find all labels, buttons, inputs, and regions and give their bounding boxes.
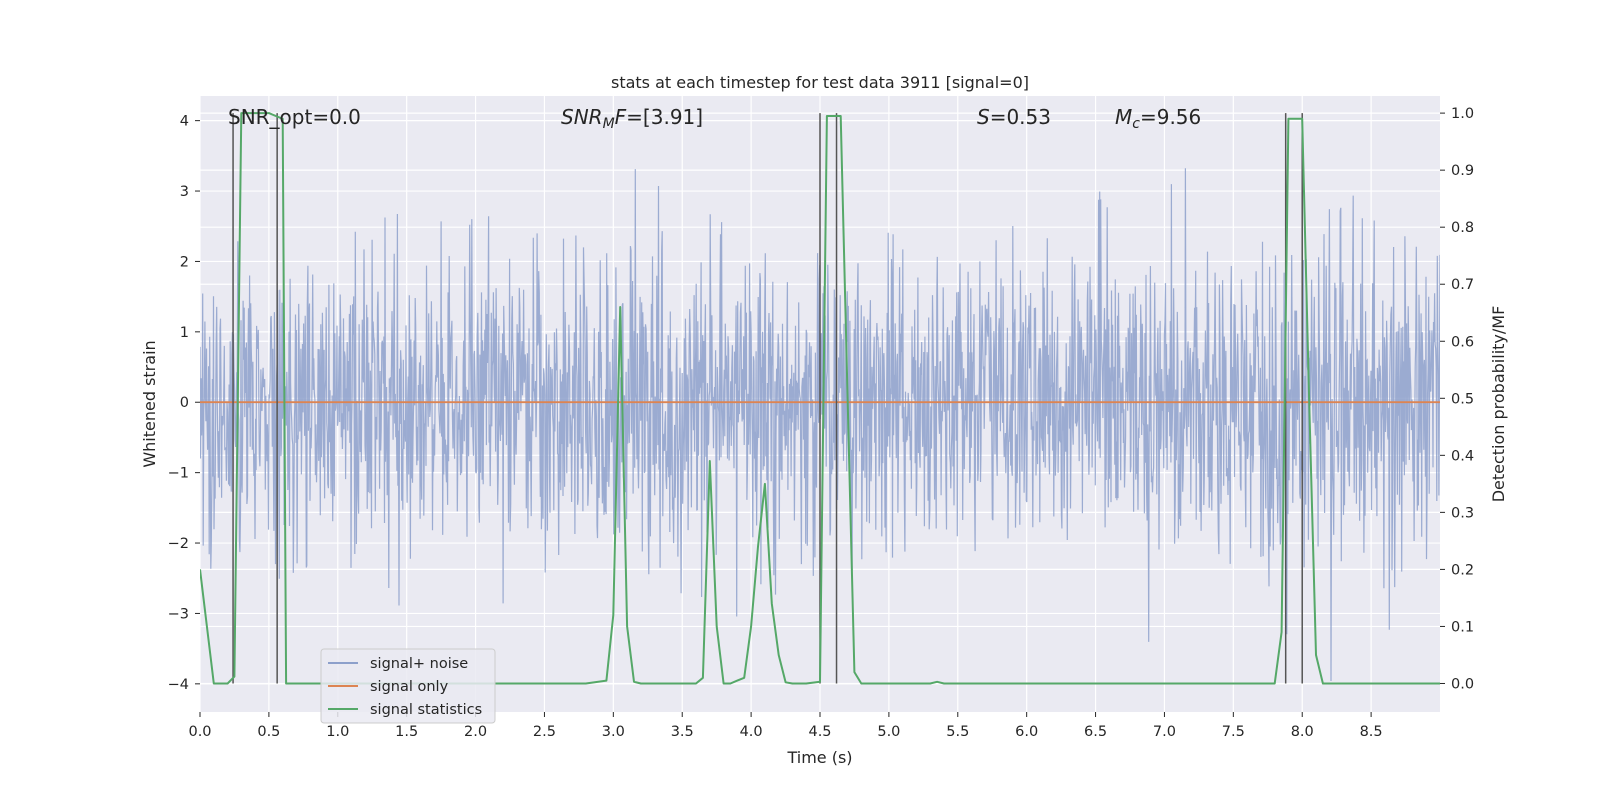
s-value: =0.53	[990, 105, 1051, 129]
x-tick-label: 4.0	[740, 724, 763, 740]
y-right-tick-label: 0.3	[1451, 505, 1474, 521]
x-tick-label: 6.0	[1015, 724, 1038, 740]
ticks: 0.0 0.5 1.0 1.5 2.0 2.5 3.0 3.5 4.0 4.5 5.0 5.5 6.0 6…	[168, 106, 1474, 740]
annotation-snr-mf: SNRMF=[3.91]	[561, 105, 703, 132]
legend: signal+ noise signal only signal statist…	[320, 648, 496, 724]
x-tick-label: 6.5	[1084, 724, 1107, 740]
x-tick-label: 2.5	[533, 724, 556, 740]
y-tick-label: −4	[168, 677, 189, 693]
legend-box	[320, 648, 496, 724]
legend-label-signal-statistics: signal statistics	[370, 702, 482, 718]
x-tick-label: 8.5	[1360, 724, 1383, 740]
x-tick-label: 1.0	[326, 724, 349, 740]
y-right-tick-label: 0.0	[1451, 676, 1474, 692]
x-tick-label: 2.0	[464, 724, 487, 740]
annotation-snr-opt: SNR_opt=0.0	[228, 105, 361, 129]
y-tick-label: −1	[168, 466, 189, 482]
y-tick-label: 2	[180, 254, 189, 270]
y-right-tick-label: 1.0	[1451, 106, 1474, 122]
x-tick-label: 7.5	[1222, 724, 1245, 740]
snr-mf-sub: M	[603, 116, 615, 132]
y-tick-label: 0	[180, 395, 189, 411]
y-right-tick-label: 0.6	[1451, 334, 1474, 350]
x-tick-label: 0.0	[188, 724, 211, 740]
chart-title: stats at each timestep for test data 391…	[611, 73, 1029, 92]
snr-mf-main: SNR	[561, 105, 603, 129]
y-tick-label: −2	[168, 536, 189, 552]
y-tick-label: −3	[168, 606, 189, 622]
x-tick-label: 0.5	[257, 724, 280, 740]
legend-label-signal-noise: signal+ noise	[370, 656, 468, 672]
x-tick-label: 3.0	[602, 724, 625, 740]
y-right-tick-label: 0.5	[1451, 391, 1474, 407]
x-tick-label: 7.0	[1153, 724, 1176, 740]
annotation-s: S=0.53	[977, 105, 1051, 129]
y-tick-label: 1	[180, 325, 189, 341]
y-right-tick-label: 0.7	[1451, 277, 1474, 293]
x-tick-label: 5.0	[877, 724, 900, 740]
x-tick-label: 1.5	[395, 724, 418, 740]
y-right-tick-label: 0.4	[1451, 448, 1474, 464]
series-signal-statistics	[200, 112, 1440, 685]
y-axis-label-right: Detection probability/MF	[1489, 306, 1508, 503]
signal-statistics-line	[200, 112, 1440, 685]
snr-mf-f: F	[615, 105, 627, 129]
y-axis-label: Whitened strain	[140, 340, 159, 467]
snr-mf-value: =[3.91]	[626, 105, 703, 129]
y-right-tick-label: 0.1	[1451, 619, 1474, 635]
x-tick-label: 3.5	[671, 724, 694, 740]
y-right-tick-label: 0.2	[1451, 562, 1474, 578]
y-tick-label: 3	[180, 184, 189, 200]
x-axis-label: Time (s)	[786, 748, 852, 767]
legend-label-signal-only: signal only	[370, 679, 449, 695]
annotation-mc: Mc=9.56	[1115, 105, 1201, 132]
y-right-tick-label: 0.8	[1451, 220, 1474, 236]
s-label: S	[977, 105, 990, 129]
y-tick-label: 4	[180, 114, 189, 130]
x-tick-label: 4.5	[808, 724, 831, 740]
mc-sub: c	[1132, 116, 1140, 132]
x-tick-label: 5.5	[946, 724, 969, 740]
y-right-tick-label: 0.9	[1451, 163, 1474, 179]
x-tick-label: 8.0	[1291, 724, 1314, 740]
mc-value: =9.56	[1140, 105, 1201, 129]
mc-main: M	[1115, 105, 1132, 129]
